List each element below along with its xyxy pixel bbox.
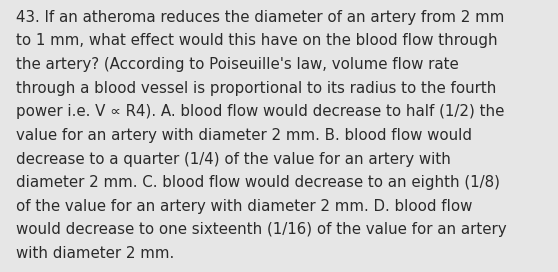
Text: value for an artery with diameter 2 mm. B. blood flow would: value for an artery with diameter 2 mm. …	[16, 128, 472, 143]
Text: diameter 2 mm. C. blood flow would decrease to an eighth (1/8): diameter 2 mm. C. blood flow would decre…	[16, 175, 499, 190]
Text: of the value for an artery with diameter 2 mm. D. blood flow: of the value for an artery with diameter…	[16, 199, 472, 214]
Text: decrease to a quarter (1/4) of the value for an artery with: decrease to a quarter (1/4) of the value…	[16, 152, 450, 166]
Text: 43. If an atheroma reduces the diameter of an artery from 2 mm: 43. If an atheroma reduces the diameter …	[16, 10, 504, 24]
Text: would decrease to one sixteenth (1/16) of the value for an artery: would decrease to one sixteenth (1/16) o…	[16, 222, 506, 237]
Text: to 1 mm, what effect would this have on the blood flow through: to 1 mm, what effect would this have on …	[16, 33, 497, 48]
Text: with diameter 2 mm.: with diameter 2 mm.	[16, 246, 174, 261]
Text: the artery? (According to Poiseuille's law, volume flow rate: the artery? (According to Poiseuille's l…	[16, 57, 458, 72]
Text: power i.e. V ∝ R4). A. blood flow would decrease to half (1/2) the: power i.e. V ∝ R4). A. blood flow would …	[16, 104, 504, 119]
Text: through a blood vessel is proportional to its radius to the fourth: through a blood vessel is proportional t…	[16, 81, 496, 95]
